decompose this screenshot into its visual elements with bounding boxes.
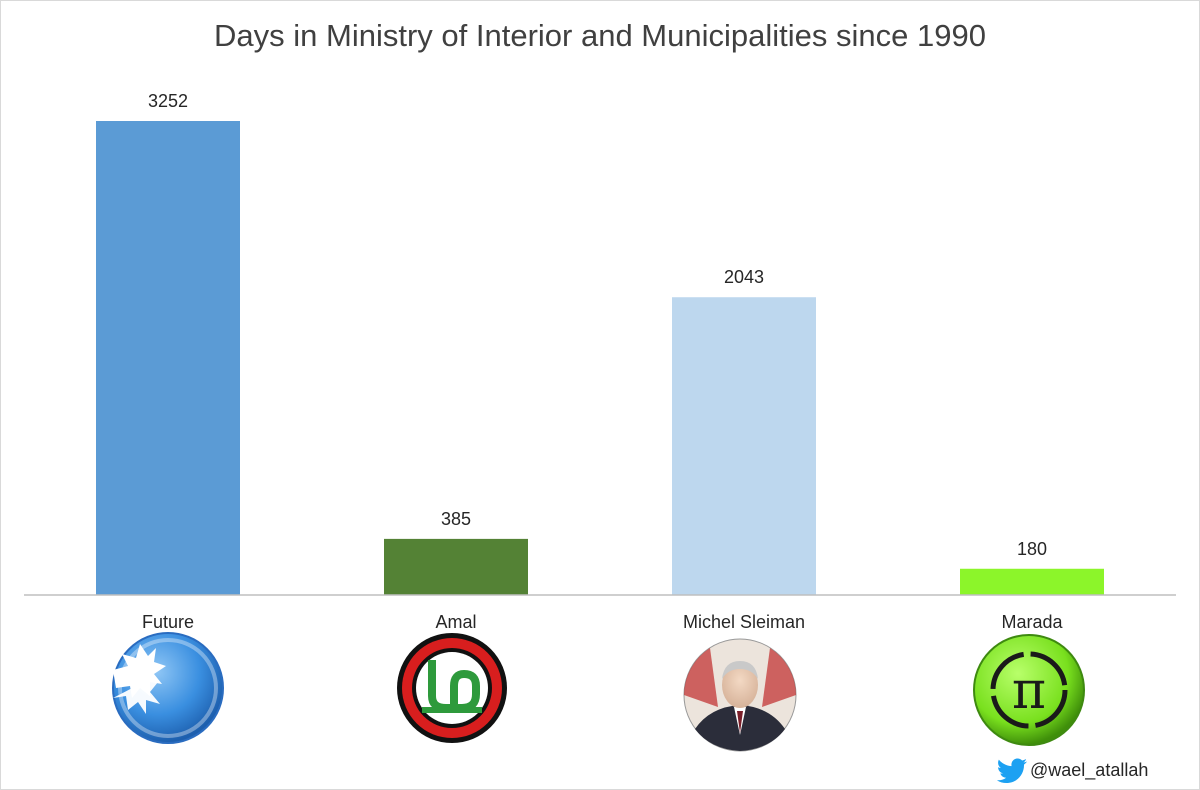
data-label: 385 xyxy=(441,509,471,529)
bar-future xyxy=(96,121,240,595)
category-label: Marada xyxy=(1001,612,1063,632)
amal-movement-logo xyxy=(397,633,507,743)
bar-michel-sleiman xyxy=(672,297,816,595)
author-handle: @wael_atallah xyxy=(1030,760,1149,780)
future-movement-logo xyxy=(112,632,224,744)
data-label: 3252 xyxy=(148,91,188,111)
bar-marada xyxy=(960,568,1104,595)
chart-title: Days in Ministry of Interior and Municip… xyxy=(214,18,986,53)
category-label: Michel Sleiman xyxy=(683,612,805,632)
category-label: Amal xyxy=(435,612,476,632)
category-label: Future xyxy=(142,612,194,632)
twitter-bird-icon xyxy=(996,758,1028,783)
svg-text:π: π xyxy=(1012,661,1046,721)
bar-amal xyxy=(384,538,528,595)
data-label: 2043 xyxy=(724,267,764,287)
michel-sleiman-portrait xyxy=(683,638,797,752)
data-label: 180 xyxy=(1017,539,1047,559)
marada-movement-logo: π xyxy=(973,634,1085,746)
